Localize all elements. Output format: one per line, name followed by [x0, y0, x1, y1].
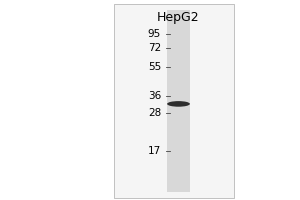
Text: HepG2: HepG2 [157, 11, 200, 24]
Text: 36: 36 [148, 91, 161, 101]
Text: 28: 28 [148, 108, 161, 118]
Text: 72: 72 [148, 43, 161, 53]
Text: 17: 17 [148, 146, 161, 156]
Text: 95: 95 [148, 29, 161, 39]
Text: 55: 55 [148, 62, 161, 72]
